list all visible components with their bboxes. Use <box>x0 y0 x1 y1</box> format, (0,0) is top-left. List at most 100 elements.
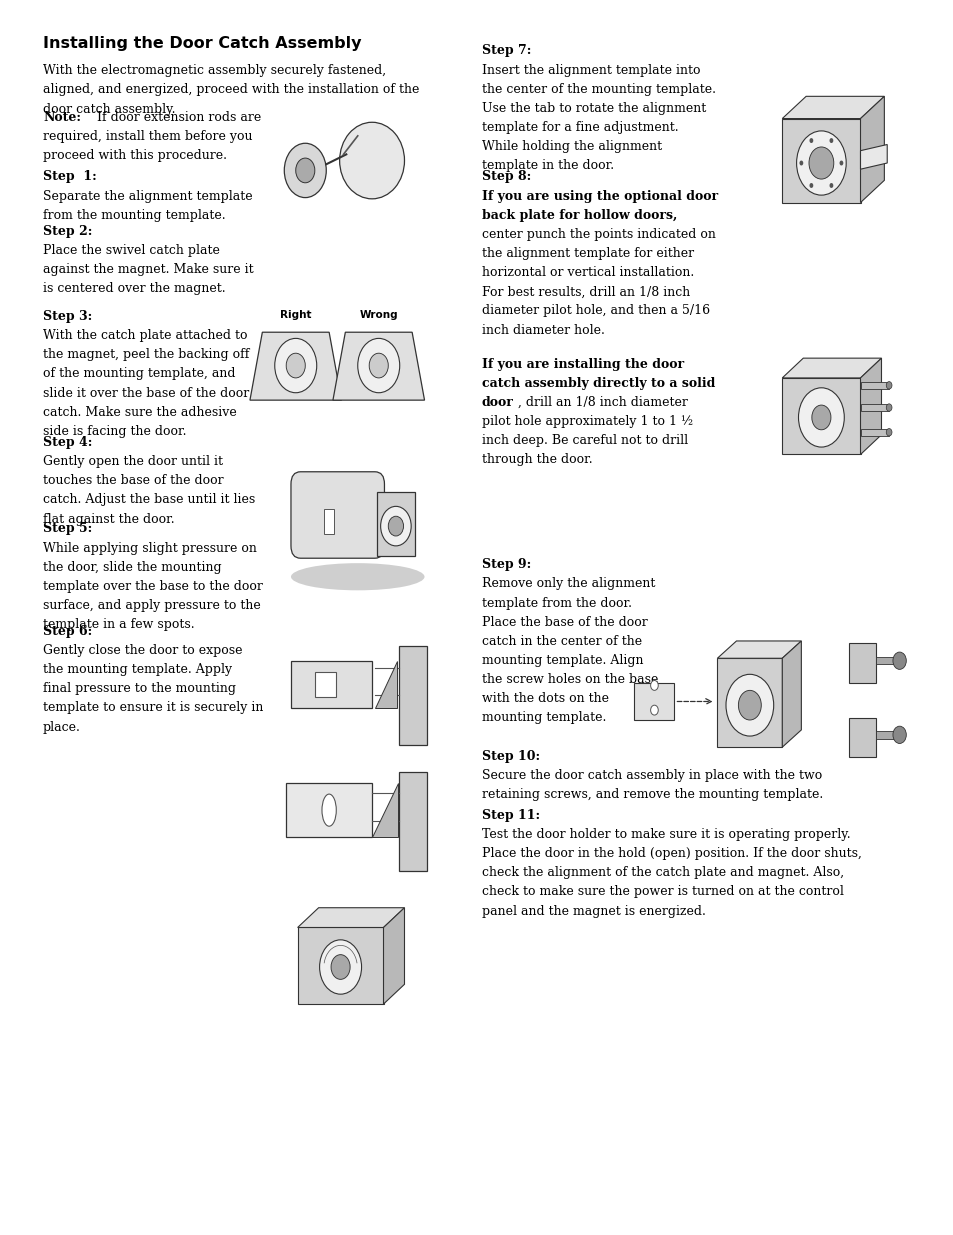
Text: Step  1:: Step 1: <box>43 170 96 184</box>
Circle shape <box>892 652 905 669</box>
Text: back plate for hollow doors,: back plate for hollow doors, <box>481 209 677 222</box>
Polygon shape <box>372 783 397 837</box>
Bar <box>860 404 888 411</box>
Text: Separate the alignment template: Separate the alignment template <box>43 190 253 203</box>
Text: diameter pilot hole, and then a 5/16: diameter pilot hole, and then a 5/16 <box>481 304 709 317</box>
Text: template to ensure it is securely in: template to ensure it is securely in <box>43 701 263 715</box>
Polygon shape <box>781 96 883 119</box>
Text: place.: place. <box>43 721 81 734</box>
Text: center punch the points indicated on: center punch the points indicated on <box>481 227 715 241</box>
Ellipse shape <box>291 563 424 590</box>
Text: Step 3:: Step 3: <box>43 310 92 324</box>
Circle shape <box>885 382 891 389</box>
Text: through the door.: through the door. <box>481 453 592 467</box>
Bar <box>634 683 674 720</box>
Text: catch. Make sure the adhesive: catch. Make sure the adhesive <box>43 405 236 419</box>
Polygon shape <box>375 661 396 708</box>
Circle shape <box>331 955 350 979</box>
Text: required, install them before you: required, install them before you <box>43 131 253 143</box>
Circle shape <box>380 506 411 546</box>
Bar <box>314 672 335 697</box>
Circle shape <box>892 726 905 743</box>
Polygon shape <box>781 119 860 203</box>
Text: Note:: Note: <box>43 111 81 125</box>
Text: check the alignment of the catch plate and magnet. Also,: check the alignment of the catch plate a… <box>481 867 843 879</box>
Text: For best results, drill an 1/8 inch: For best results, drill an 1/8 inch <box>481 285 689 299</box>
Ellipse shape <box>339 122 404 199</box>
Ellipse shape <box>321 794 335 826</box>
Text: If door extension rods are: If door extension rods are <box>92 111 260 125</box>
Text: is centered over the magnet.: is centered over the magnet. <box>43 283 225 295</box>
Text: , drill an 1/8 inch diameter: , drill an 1/8 inch diameter <box>517 395 687 409</box>
Bar <box>286 783 372 837</box>
Bar <box>875 657 899 664</box>
FancyBboxPatch shape <box>291 472 384 558</box>
Polygon shape <box>297 927 383 1004</box>
Text: slide it over the base of the door: slide it over the base of the door <box>43 387 249 400</box>
Bar <box>860 429 888 436</box>
Bar <box>398 772 427 871</box>
Polygon shape <box>717 658 781 747</box>
Text: With the catch plate attached to: With the catch plate attached to <box>43 329 247 342</box>
Text: catch assembly directly to a solid: catch assembly directly to a solid <box>481 377 715 390</box>
Circle shape <box>284 143 326 198</box>
Text: Right: Right <box>279 310 312 320</box>
Text: Wrong: Wrong <box>359 310 397 320</box>
Text: With the electromagnetic assembly securely fastened,: With the electromagnetic assembly secure… <box>43 64 386 78</box>
Polygon shape <box>383 908 404 1004</box>
Text: from the mounting template.: from the mounting template. <box>43 209 225 222</box>
Bar <box>324 509 334 534</box>
Text: flat against the door.: flat against the door. <box>43 513 174 526</box>
Text: Step 10:: Step 10: <box>481 750 539 763</box>
Polygon shape <box>781 378 860 454</box>
Text: the door, slide the mounting: the door, slide the mounting <box>43 561 221 574</box>
Text: Test the door holder to make sure it is operating properly.: Test the door holder to make sure it is … <box>481 829 849 841</box>
Text: Step 8:: Step 8: <box>481 170 531 184</box>
Text: of the mounting template, and: of the mounting template, and <box>43 368 235 380</box>
Text: template in the door.: template in the door. <box>481 159 613 173</box>
Text: door: door <box>481 395 513 409</box>
Circle shape <box>357 338 399 393</box>
Text: Gently close the door to expose: Gently close the door to expose <box>43 645 242 657</box>
Text: inch deep. Be careful not to drill: inch deep. Be careful not to drill <box>481 433 687 447</box>
Text: catch. Adjust the base until it lies: catch. Adjust the base until it lies <box>43 493 254 506</box>
Polygon shape <box>297 908 404 927</box>
Polygon shape <box>860 144 886 169</box>
Text: template over the base to the door: template over the base to the door <box>43 580 262 593</box>
Text: Secure the door catch assembly in place with the two: Secure the door catch assembly in place … <box>481 768 821 782</box>
Text: side is facing the door.: side is facing the door. <box>43 425 186 438</box>
Bar <box>376 492 415 556</box>
Text: Use the tab to rotate the alignment: Use the tab to rotate the alignment <box>481 103 705 115</box>
Text: Step 2:: Step 2: <box>43 225 92 238</box>
Circle shape <box>828 138 832 143</box>
Text: mounting template.: mounting template. <box>481 711 605 725</box>
Polygon shape <box>333 332 424 400</box>
Text: Remove only the alignment: Remove only the alignment <box>481 577 655 590</box>
Circle shape <box>811 405 830 430</box>
Text: Step 7:: Step 7: <box>481 44 531 58</box>
Text: final pressure to the mounting: final pressure to the mounting <box>43 682 235 695</box>
Polygon shape <box>250 332 341 400</box>
Text: Place the swivel catch plate: Place the swivel catch plate <box>43 245 219 257</box>
Text: horizontal or vertical installation.: horizontal or vertical installation. <box>481 267 693 279</box>
Text: If you are using the optional door: If you are using the optional door <box>481 190 718 203</box>
Bar <box>875 731 899 739</box>
Bar <box>291 661 372 708</box>
Circle shape <box>738 690 760 720</box>
Text: Installing the Door Catch Assembly: Installing the Door Catch Assembly <box>43 36 361 51</box>
Bar <box>860 382 888 389</box>
Circle shape <box>286 353 305 378</box>
Circle shape <box>650 680 658 690</box>
Text: Step 5:: Step 5: <box>43 522 92 536</box>
Text: If you are installing the door: If you are installing the door <box>481 358 683 370</box>
Circle shape <box>295 158 314 183</box>
Text: Gently open the door until it: Gently open the door until it <box>43 456 223 468</box>
Circle shape <box>885 429 891 436</box>
Circle shape <box>808 138 812 143</box>
Circle shape <box>319 940 361 994</box>
Circle shape <box>885 404 891 411</box>
Text: Step 9:: Step 9: <box>481 558 531 572</box>
Circle shape <box>650 705 658 715</box>
Polygon shape <box>860 358 881 454</box>
Circle shape <box>799 161 802 165</box>
